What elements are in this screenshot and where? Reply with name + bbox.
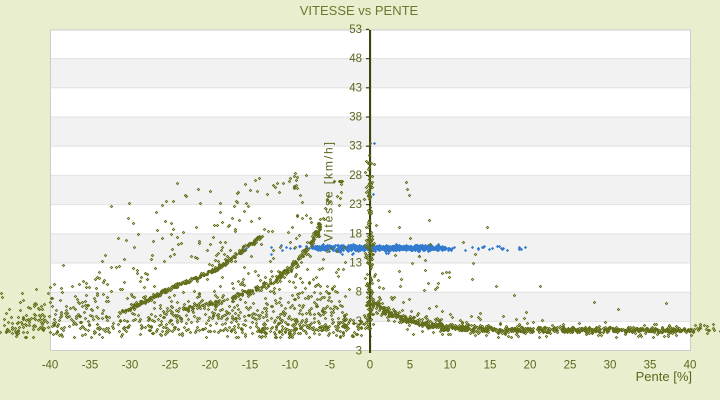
svg-text:VITESSE vs PENTE: VITESSE vs PENTE — [300, 3, 419, 18]
svg-text:-35: -35 — [82, 360, 99, 372]
svg-text:3: 3 — [356, 316, 362, 328]
svg-text:33: 33 — [349, 141, 362, 153]
svg-text:Vitesse [km/h]: Vitesse [km/h] — [322, 140, 336, 242]
svg-text:Pente [%]: Pente [%] — [636, 369, 692, 384]
svg-text:5: 5 — [407, 360, 413, 372]
svg-text:40: 40 — [684, 360, 697, 372]
svg-text:18: 18 — [349, 228, 362, 240]
svg-text:-25: -25 — [162, 360, 179, 372]
svg-text:20: 20 — [524, 360, 537, 372]
svg-text:38: 38 — [349, 112, 362, 124]
svg-text:-30: -30 — [122, 360, 139, 372]
svg-text:8: 8 — [356, 287, 362, 299]
svg-text:0: 0 — [367, 360, 373, 372]
svg-text:3: 3 — [356, 345, 362, 357]
svg-text:43: 43 — [349, 82, 362, 94]
svg-text:-20: -20 — [202, 360, 219, 372]
svg-text:35: 35 — [644, 360, 657, 372]
svg-text:25: 25 — [564, 360, 577, 372]
svg-text:53: 53 — [349, 24, 362, 36]
svg-text:30: 30 — [604, 360, 617, 372]
svg-text:48: 48 — [349, 53, 362, 65]
svg-text:-5: -5 — [325, 360, 335, 372]
svg-text:13: 13 — [349, 258, 362, 270]
svg-text:23: 23 — [349, 199, 362, 211]
svg-text:28: 28 — [349, 170, 362, 182]
svg-text:10: 10 — [444, 360, 457, 372]
svg-text:-10: -10 — [282, 360, 299, 372]
svg-text:-15: -15 — [242, 360, 259, 372]
svg-text:-40: -40 — [42, 360, 59, 372]
svg-text:15: 15 — [484, 360, 497, 372]
